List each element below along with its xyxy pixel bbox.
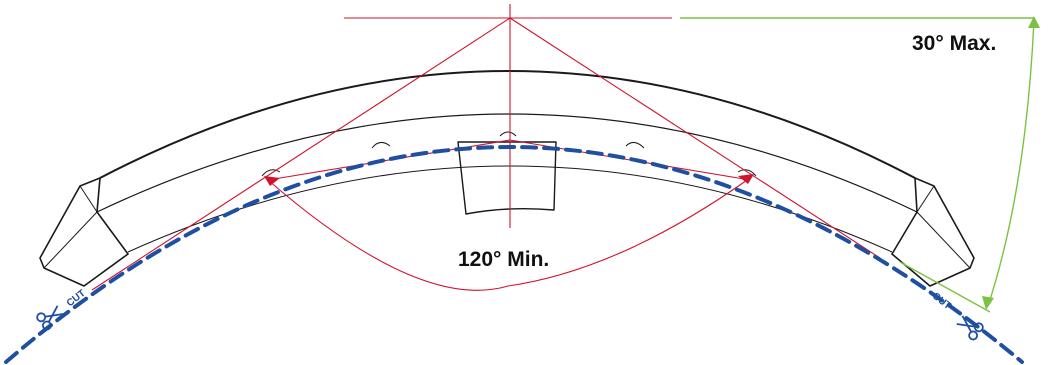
max-angle-annotation	[680, 17, 1035, 313]
device-left-end	[39, 177, 129, 287]
min-angle-label: 120° Min.	[458, 248, 549, 271]
right-tangent-line	[509, 17, 881, 259]
min-angle-arrow-left	[264, 176, 280, 186]
device-inner-ridge	[96, 113, 918, 213]
device-bump	[371, 142, 391, 149]
cut-label-right: CUT	[930, 291, 953, 312]
max-angle-arrow-bottom	[982, 296, 994, 310]
device-right-end-edge2	[916, 211, 971, 269]
left-tangent-line	[91, 17, 511, 291]
scissors-icon	[956, 315, 984, 341]
device-left-end-edge2	[43, 211, 98, 269]
cut-marker-left: CUT	[36, 288, 88, 331]
scissors-icon	[36, 305, 64, 331]
min-angle-arc	[267, 177, 751, 291]
device-left-end-edge	[79, 185, 98, 213]
cut-marker-right: CUT	[930, 291, 984, 341]
device-right-end	[891, 177, 975, 287]
max-angle-tilt-line	[899, 261, 991, 313]
device-bump	[625, 142, 645, 149]
min-angle-arrow-right	[738, 174, 754, 184]
max-angle-arc	[987, 19, 1035, 307]
device-bump	[261, 169, 281, 177]
device-center-connector	[457, 141, 557, 215]
max-angle-label: 30° Max.	[912, 32, 996, 55]
device-right-end-edge	[916, 185, 935, 213]
device-outer-arc	[99, 70, 916, 179]
left-angle-ray	[267, 139, 511, 181]
max-angle-arrow-top	[1028, 16, 1040, 28]
cut-line	[4, 145, 1024, 364]
device-bump	[499, 131, 517, 137]
device-bump	[737, 169, 757, 177]
